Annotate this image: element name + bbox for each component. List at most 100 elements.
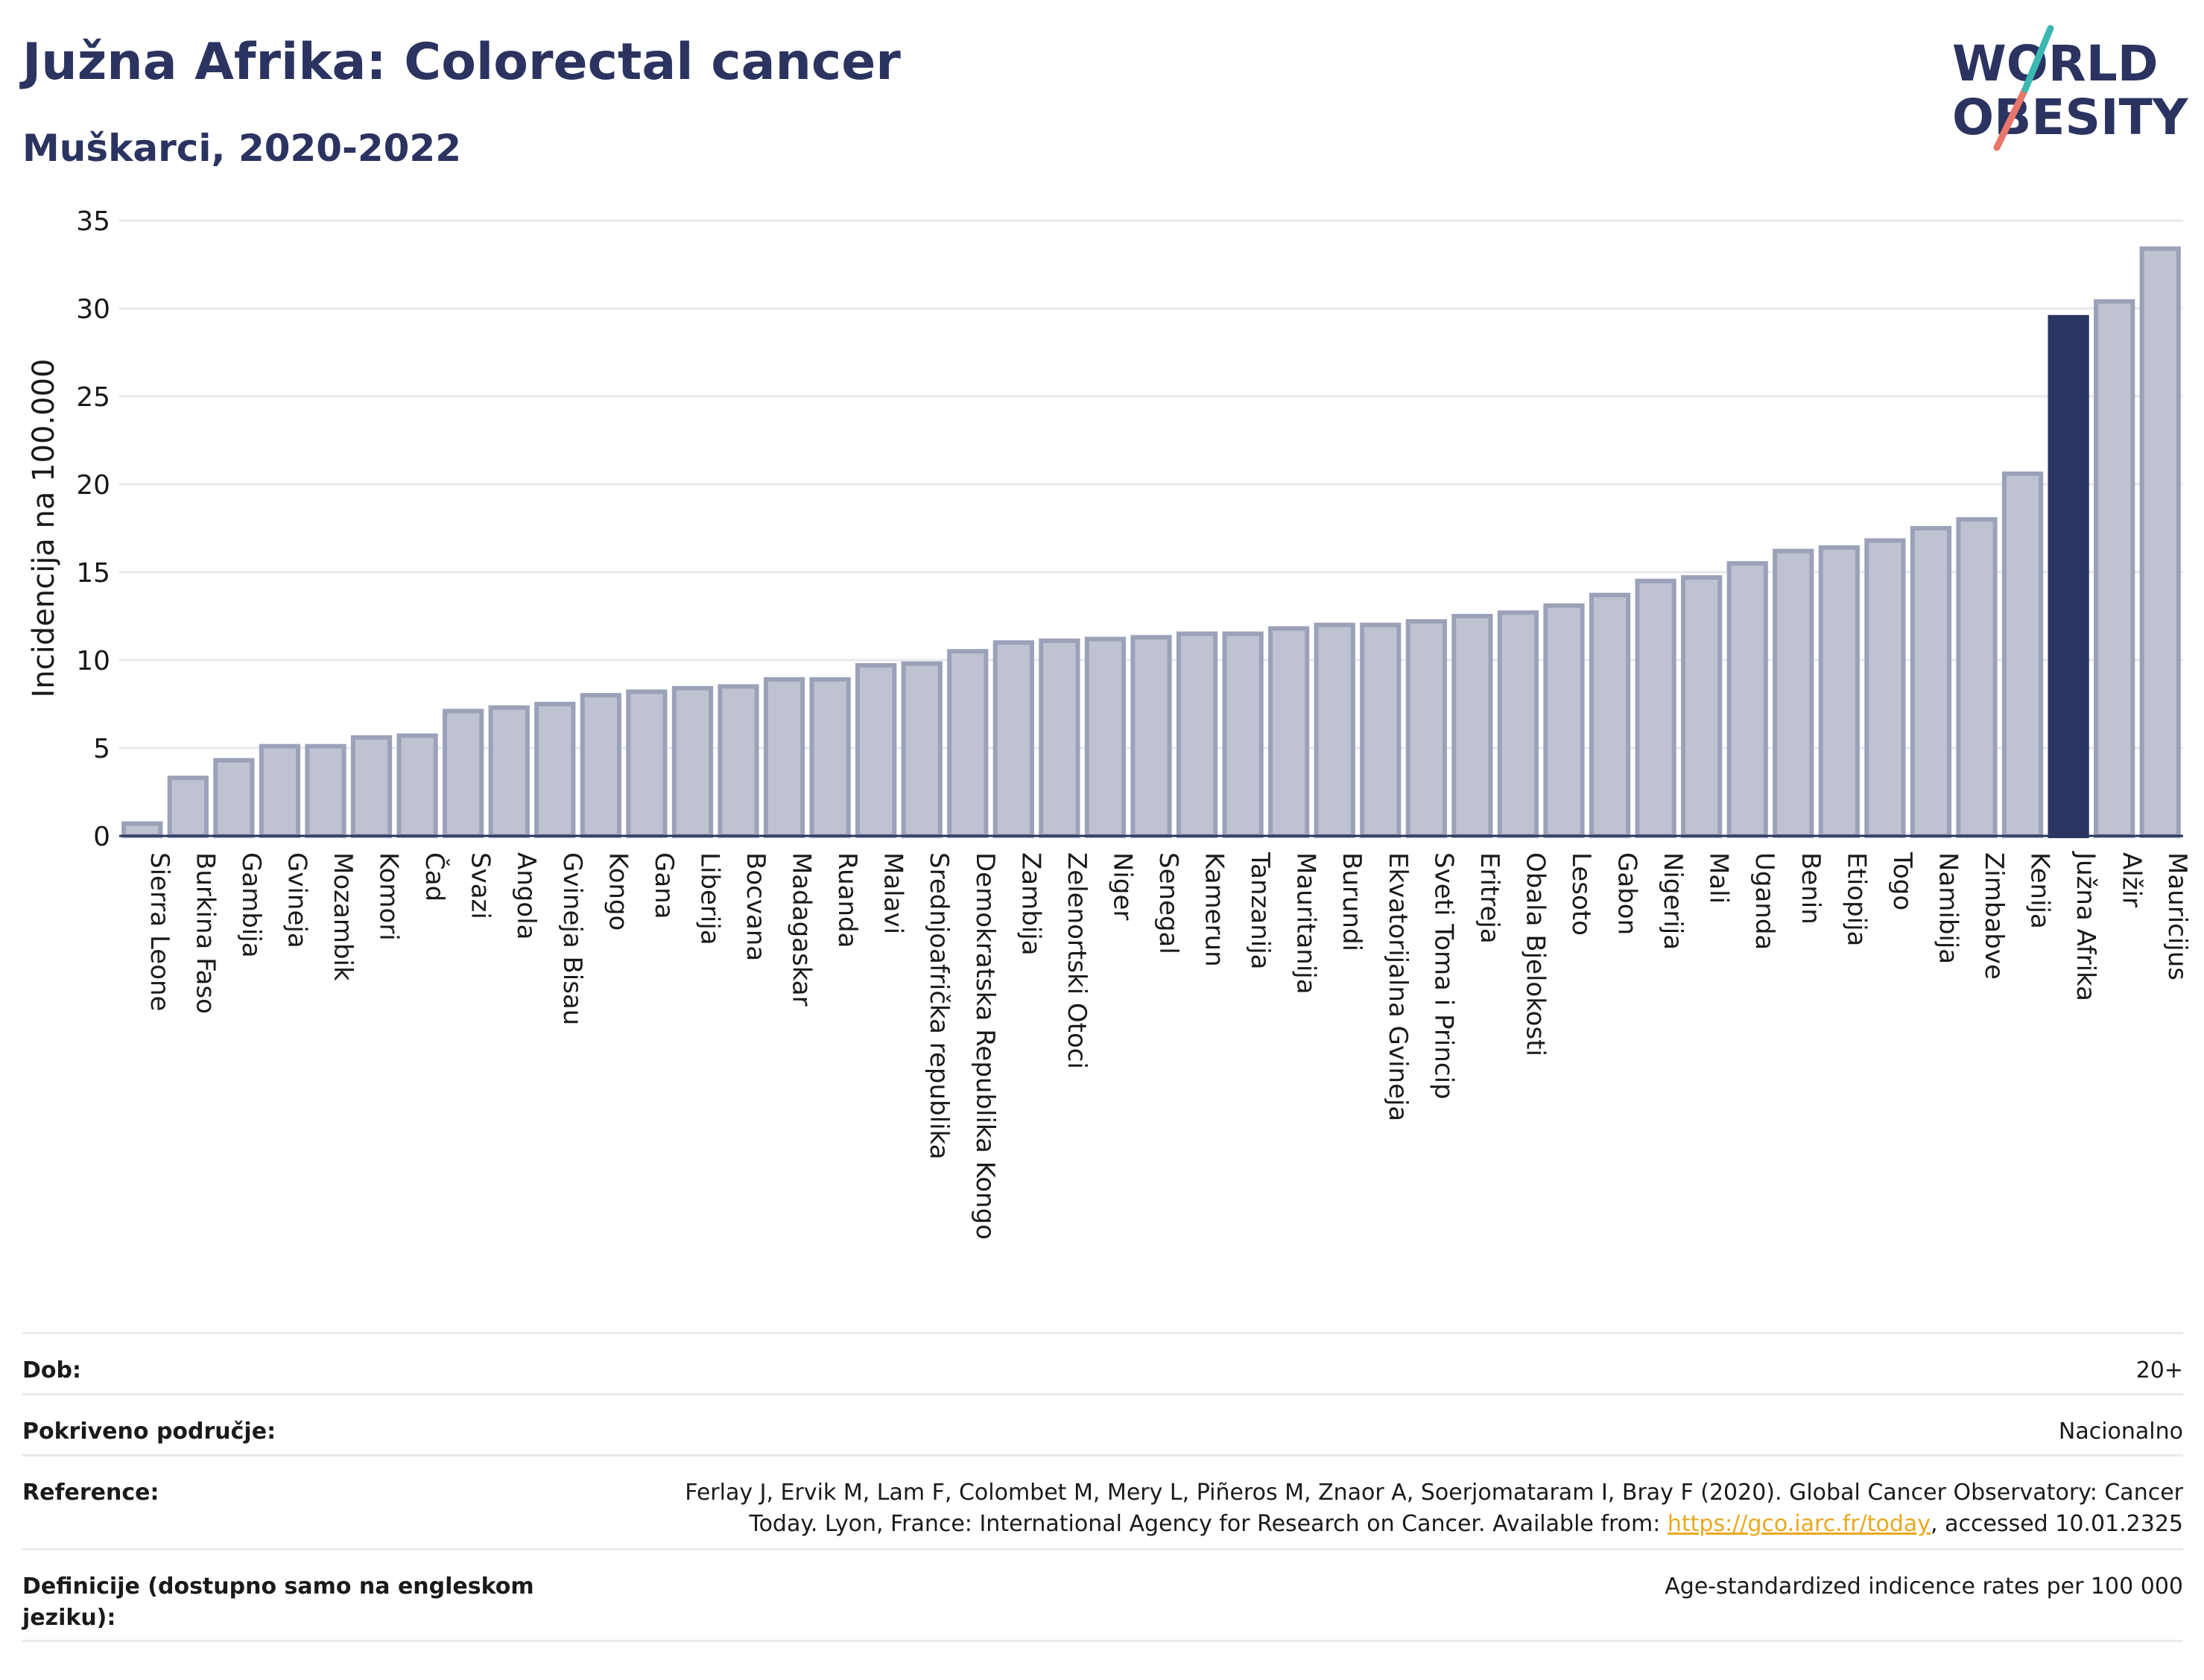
bar xyxy=(626,689,668,838)
bar xyxy=(305,744,346,839)
x-tick-label: Benin xyxy=(1796,852,1825,925)
bar xyxy=(947,649,989,839)
y-tick-label: 35 xyxy=(76,206,110,237)
bar xyxy=(2139,246,2181,838)
x-tick-label: Liberija xyxy=(694,852,724,945)
x-tick-label: Kongo xyxy=(603,852,633,931)
x-tick-label: Nigerija xyxy=(1658,852,1688,950)
x-tick-label: Zambija xyxy=(1016,852,1045,956)
x-tick-label: Južna Afrika xyxy=(2071,851,2100,1001)
x-tick-label: Sveti Toma i Princip xyxy=(1428,852,1458,1100)
bar xyxy=(1726,561,1768,838)
bar xyxy=(855,663,897,839)
x-axis-labels: Sierra Leone Burkina Faso Gambija Gvineja Mo… xyxy=(145,851,2192,1240)
bar xyxy=(1222,631,1264,838)
x-tick-label: Gabon xyxy=(1612,852,1642,935)
reference-text-1: Ferlay J, Ervik M, Lam F, Colombet M, Me… xyxy=(685,1480,2183,1506)
bar xyxy=(2048,314,2089,838)
x-tick-label: Togo xyxy=(1887,852,1917,910)
bar xyxy=(1451,614,1493,838)
meta-row-age: Dob: 20+ xyxy=(22,1332,2183,1393)
x-tick-label: Mauritanija xyxy=(1291,852,1321,995)
reference-label: Reference: xyxy=(22,1480,159,1506)
bar xyxy=(1818,545,1860,839)
x-tick-label: Alžir xyxy=(2117,852,2147,907)
bar xyxy=(1589,592,1631,838)
x-tick-label: Lesoto xyxy=(1566,852,1596,936)
x-tick-label: Ruanda xyxy=(832,852,862,948)
definitions-value: Age-standardized indicence rates per 100… xyxy=(1665,1573,2183,1600)
bar xyxy=(1635,578,1676,838)
bar xyxy=(671,685,714,839)
meta-row-coverage: Pokriveno područje: Nacionalno xyxy=(22,1393,2183,1454)
bar xyxy=(809,676,851,839)
x-tick-label: Zelenortski Otoci xyxy=(1062,852,1092,1069)
bar xyxy=(488,705,530,838)
bar xyxy=(534,702,576,838)
bar xyxy=(121,821,163,838)
x-tick-label: Burundi xyxy=(1337,852,1367,951)
x-tick-label: Mauricijus xyxy=(2162,852,2192,980)
world-obesity-logo: WORLD OBESITY xyxy=(1952,25,2189,151)
bar xyxy=(2094,299,2135,838)
x-tick-label: Gvineja Bisau xyxy=(557,852,587,1025)
reference-link[interactable]: https://gco.iarc.fr/today xyxy=(1667,1511,1931,1537)
metadata-table: Dob: 20+ Pokriveno područje: Nacionalno … xyxy=(22,1332,2183,1642)
reference-text-3: , accessed 10.01.2325 xyxy=(1931,1511,2183,1537)
age-value: 20+ xyxy=(2135,1357,2183,1383)
bar xyxy=(1314,622,1355,838)
x-tick-label: Obala Bjelokosti xyxy=(1520,852,1550,1056)
x-tick-label: Malavi xyxy=(878,852,908,934)
bar xyxy=(1497,610,1539,839)
x-tick-label: Eritreja xyxy=(1475,852,1504,944)
coverage-value: Nacionalno xyxy=(2058,1419,2183,1445)
bar xyxy=(1864,538,1906,839)
y-tick-label: 15 xyxy=(76,558,110,589)
bar xyxy=(2001,471,2044,839)
x-tick-label: Burkina Faso xyxy=(190,852,220,1014)
x-tick-label: Ekvatorijalna Gvineja xyxy=(1383,852,1413,1121)
y-tick-label: 25 xyxy=(76,382,110,413)
bar xyxy=(167,776,209,838)
bar xyxy=(1681,575,1723,839)
logo-line1: WORLD xyxy=(1952,35,2159,92)
bar xyxy=(1268,626,1310,839)
x-tick-label: Madagaskar xyxy=(787,852,817,1007)
bar xyxy=(259,744,301,839)
bar xyxy=(992,640,1034,839)
bar xyxy=(1910,526,1952,838)
x-tick-label: Komori xyxy=(374,852,404,941)
x-tick-label: Srednjoafrička republika xyxy=(924,852,954,1159)
x-tick-label: Tanzanija xyxy=(1245,852,1275,969)
bar xyxy=(1084,636,1127,838)
age-label: Dob: xyxy=(22,1357,81,1383)
logo-line2: OBESITY xyxy=(1952,89,2189,146)
page-subtitle: Muškarci, 2020-2022 xyxy=(22,127,462,170)
bar xyxy=(350,735,393,839)
bar xyxy=(1360,622,1402,838)
y-tick-label: 20 xyxy=(76,470,110,501)
bar xyxy=(396,733,438,838)
x-tick-label: Bocvana xyxy=(741,852,770,961)
x-tick-label: Gvineja xyxy=(282,852,311,948)
bar xyxy=(213,758,255,839)
bar xyxy=(1130,635,1172,838)
reference-text-2: Today. Lyon, France: International Agenc… xyxy=(749,1511,1668,1537)
y-axis-label: Incidencija na 100.000 xyxy=(27,358,61,697)
bar xyxy=(1039,638,1080,838)
x-tick-label: Zimbabve xyxy=(1979,852,2009,980)
meta-row-reference: Reference: Ferlay J, Ervik M, Lam F, Col… xyxy=(22,1454,2183,1548)
bar xyxy=(1405,619,1447,839)
bar-chart: 0 5 10 15 20 25 30 35 Sierra Leone Burkina Faso G… xyxy=(27,206,2192,1240)
x-tick-label: Gana xyxy=(649,852,679,919)
reference-value: Ferlay J, Ervik M, Lam F, Colombet M, Me… xyxy=(618,1477,2183,1540)
bar xyxy=(1773,548,1814,838)
y-tick-label: 10 xyxy=(76,646,110,676)
x-tick-label: Uganda xyxy=(1749,852,1779,950)
x-tick-label: Gambija xyxy=(236,852,266,958)
x-tick-label: Namibija xyxy=(1933,852,1963,964)
page-title: Južna Afrika: Colorectal cancer xyxy=(22,33,901,92)
x-tick-label: Angola xyxy=(511,852,541,939)
bar xyxy=(901,661,943,838)
meta-row-definitions: Definicije (dostupno samo na engleskom j… xyxy=(22,1548,2183,1642)
